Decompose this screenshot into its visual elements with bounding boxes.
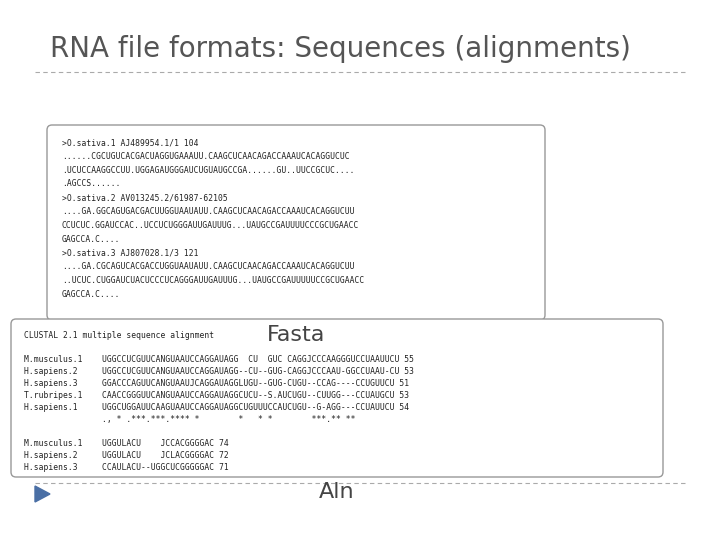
Text: GAGCCA.C....: GAGCCA.C.... (62, 234, 120, 244)
Text: ....GA.CGCAGUCACGACCUGGUAAUAUU.CAAGCUCAACAGACCAAAUCACAGGUCUU: ....GA.CGCAGUCACGACCUGGUAAUAUU.CAAGCUCAA… (62, 262, 354, 271)
Text: CCUCUC.GGAUCCAC..UCCUCUGGGAUUGAUUUG...UAUGCCGAUUUUCCCGCUGAACC: CCUCUC.GGAUCCAC..UCCUCUGGGAUUGAUUUG...UA… (62, 221, 359, 230)
FancyBboxPatch shape (47, 125, 545, 320)
Text: ., * .***.***.**** *        *   * *        ***.** **: ., * .***.***.**** * * * * ***.** ** (24, 415, 356, 424)
Text: T.rubripes.1    CAACCGGGUUCANGUAAUCCAGGAUAGGCUCU--S.AUCUGU--CUUGG---CCUAUGCU 53: T.rubripes.1 CAACCGGGUUCANGUAAUCCAGGAUAG… (24, 391, 409, 400)
Text: M.musculus.1    UGGULACU    JCCACGGGGAC 74: M.musculus.1 UGGULACU JCCACGGGGAC 74 (24, 439, 229, 448)
Text: H.sapiens.3     CCAULACU--UGGCUCGGGGGAC 71: H.sapiens.3 CCAULACU--UGGCUCGGGGGAC 71 (24, 463, 229, 472)
Text: CLUSTAL 2.1 multiple sequence alignment: CLUSTAL 2.1 multiple sequence alignment (24, 331, 214, 340)
Text: ..UCUC.CUGGAUCUACUCCCUCAGGGAUUGAUUUG...UAUGCCGAUUUUUCCGCUGAACC: ..UCUC.CUGGAUCUACUCCCUCAGGGAUUGAUUUG...U… (62, 276, 364, 285)
Text: ....GA.GGCAGUGACGACUUGGUAAUAUU.CAAGCUCAACAGACCAAAUCACAGGUCUU: ....GA.GGCAGUGACGACUUGGUAAUAUU.CAAGCUCAA… (62, 207, 354, 216)
FancyBboxPatch shape (11, 319, 663, 477)
Polygon shape (35, 486, 50, 502)
Text: H.sapiens.2     UGGULACU    JCLACGGGGAC 72: H.sapiens.2 UGGULACU JCLACGGGGAC 72 (24, 451, 229, 460)
Text: H.sapiens.3     GGACCCAGUUCANGUAAUJCAGGAUAGGLUGU--GUG-CUGU--CCAG----CCUGUUCU 51: H.sapiens.3 GGACCCAGUUCANGUAAUJCAGGAUAGG… (24, 379, 409, 388)
Text: .UCUCCAAGGCCUU.UGGAGAUGGGAUCUGUAUGCCGA......GU..UUCCGCUC....: .UCUCCAAGGCCUU.UGGAGAUGGGAUCUGUAUGCCGA..… (62, 166, 354, 174)
Text: GAGCCA.C....: GAGCCA.C.... (62, 290, 120, 299)
Text: H.sapiens.1     UGGCUGGAUUCAAGUAAUCCAGGAUAGGCUGUUUCCAUCUGU--G-AGG---CCUAUUCU 54: H.sapiens.1 UGGCUGGAUUCAAGUAAUCCAGGAUAGG… (24, 403, 409, 412)
Text: >O.sativa.3 AJ807028.1/3 121: >O.sativa.3 AJ807028.1/3 121 (62, 248, 199, 258)
Text: RNA file formats: Sequences (alignments): RNA file formats: Sequences (alignments) (50, 35, 631, 63)
Text: Fasta: Fasta (267, 325, 325, 345)
Text: ......CGCUGUCACGACUAGGUGAAAUU.CAAGCUCAACAGACCAAAUCACAGGUCUC: ......CGCUGUCACGACUAGGUGAAAUU.CAAGCUCAAC… (62, 152, 350, 161)
Text: Aln: Aln (319, 482, 355, 502)
Text: .AGCCS......: .AGCCS...... (62, 179, 120, 188)
Text: H.sapiens.2     UGGCCUCGUUCANGUAAUCCAGGAUAGG--CU--GUG-CAGGJCCCAAU-GGCCUAAU-CU 53: H.sapiens.2 UGGCCUCGUUCANGUAAUCCAGGAUAGG… (24, 367, 414, 376)
Text: >O.sativa.1 AJ489954.1/1 104: >O.sativa.1 AJ489954.1/1 104 (62, 138, 199, 147)
Text: >O.sativa.2 AV013245.2/61987-62105: >O.sativa.2 AV013245.2/61987-62105 (62, 193, 228, 202)
Text: M.musculus.1    UGGCCUCGUUCANGUAAUCCAGGAUAGG  CU  GUC CAGGJCCCAAGGGUCCUAAUUCU 55: M.musculus.1 UGGCCUCGUUCANGUAAUCCAGGAUAG… (24, 355, 414, 364)
